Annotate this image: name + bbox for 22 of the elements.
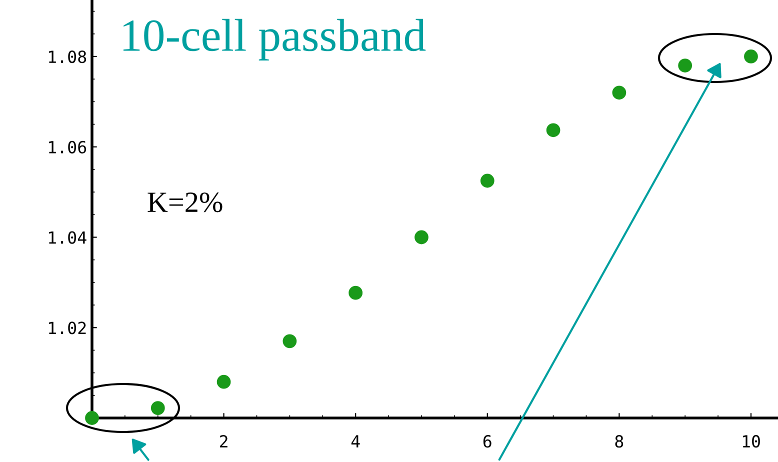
x-tick-label: 6 <box>483 435 492 448</box>
y-tick-label: 1.02 <box>49 322 86 334</box>
point <box>348 286 363 300</box>
point <box>612 86 626 100</box>
point <box>150 401 165 416</box>
point <box>85 411 99 425</box>
point <box>678 58 692 72</box>
x-tick-label: 8 <box>615 435 624 448</box>
x-tick-label: 10 <box>742 435 760 448</box>
point <box>282 334 297 348</box>
y-tick-label: 1.04 <box>49 231 86 244</box>
point <box>414 230 428 244</box>
y-tick-label: 1.08 <box>49 50 86 64</box>
x-tick-label: 2 <box>220 435 228 448</box>
annotation: K=2% <box>148 192 222 212</box>
annotation: 10-cell passband <box>123 18 426 60</box>
point <box>744 50 758 64</box>
point <box>546 123 560 138</box>
x-tick-label: 4 <box>351 435 360 448</box>
point <box>216 374 231 389</box>
point <box>480 174 494 188</box>
y-tick-label: 1.06 <box>49 140 86 154</box>
